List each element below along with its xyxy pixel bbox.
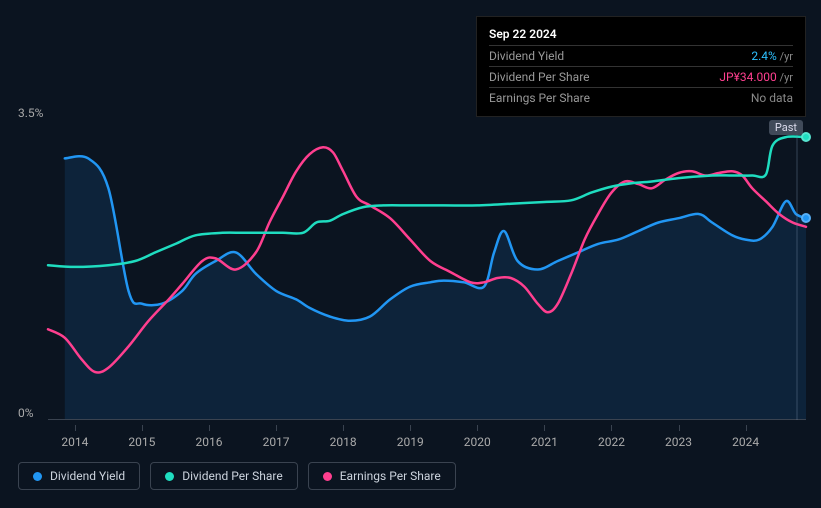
tooltip-row: Earnings Per ShareNo data bbox=[489, 87, 793, 108]
tooltip-date: Sep 22 2024 bbox=[489, 25, 793, 45]
tooltip-panel: Sep 22 2024 Dividend Yield2.4% /yrDivide… bbox=[476, 16, 806, 117]
tooltip-value: JP¥34.000 /yr bbox=[719, 70, 793, 84]
x-tick-label: 2023 bbox=[665, 435, 692, 449]
legend-dividend-yield[interactable]: Dividend Yield bbox=[18, 462, 140, 490]
x-tick-label: 2022 bbox=[598, 435, 625, 449]
x-tick-mark bbox=[679, 425, 680, 431]
legend-dot-icon bbox=[165, 472, 174, 481]
chart-area: 3.5% 0% Past 201420152016201720182019202… bbox=[18, 100, 806, 450]
x-tick-label: 2024 bbox=[732, 435, 759, 449]
x-tick-mark bbox=[75, 425, 76, 431]
cursor-line bbox=[796, 120, 798, 420]
x-tick-mark bbox=[209, 425, 210, 431]
x-tick-label: 2017 bbox=[263, 435, 290, 449]
x-tick-label: 2015 bbox=[128, 435, 155, 449]
x-tick-mark bbox=[611, 425, 612, 431]
x-tick-label: 2019 bbox=[397, 435, 424, 449]
legend-dividend-per-share[interactable]: Dividend Per Share bbox=[150, 462, 298, 490]
y-axis-max: 3.5% bbox=[18, 106, 43, 120]
y-axis-min: 0% bbox=[18, 406, 34, 420]
x-tick-mark bbox=[276, 425, 277, 431]
x-tick-mark bbox=[477, 425, 478, 431]
series-end-dot-dividend-yield bbox=[801, 213, 811, 223]
tooltip-label: Earnings Per Share bbox=[489, 91, 751, 105]
x-tick-mark bbox=[544, 425, 545, 431]
x-tick-mark bbox=[746, 425, 747, 431]
x-tick-label: 2016 bbox=[195, 435, 222, 449]
legend-earnings-per-share[interactable]: Earnings Per Share bbox=[308, 462, 456, 490]
legend-label: Earnings Per Share bbox=[340, 469, 441, 483]
tooltip-row: Dividend Per ShareJP¥34.000 /yr bbox=[489, 66, 793, 87]
tooltip-value: 2.4% /yr bbox=[751, 49, 793, 63]
x-tick-label: 2018 bbox=[330, 435, 357, 449]
x-tick-mark bbox=[410, 425, 411, 431]
tooltip-label: Dividend Yield bbox=[489, 49, 751, 63]
chart-svg bbox=[48, 120, 806, 419]
x-tick-mark bbox=[142, 425, 143, 431]
legend-dot-icon bbox=[323, 472, 332, 481]
tooltip-value: No data bbox=[751, 91, 793, 105]
legend-label: Dividend Yield bbox=[50, 469, 125, 483]
chart-plot[interactable]: Past bbox=[48, 120, 806, 420]
x-tick-label: 2014 bbox=[61, 435, 88, 449]
tooltip-label: Dividend Per Share bbox=[489, 70, 719, 84]
x-tick-label: 2021 bbox=[531, 435, 558, 449]
x-tick-mark bbox=[343, 425, 344, 431]
legend: Dividend Yield Dividend Per Share Earnings… bbox=[18, 462, 456, 490]
tooltip-row: Dividend Yield2.4% /yr bbox=[489, 45, 793, 66]
legend-dot-icon bbox=[33, 472, 42, 481]
legend-label: Dividend Per Share bbox=[182, 469, 283, 483]
x-axis: 2014201520162017201820192020202120222023… bbox=[48, 425, 806, 445]
x-tick-label: 2020 bbox=[464, 435, 491, 449]
past-label: Past bbox=[769, 120, 803, 135]
